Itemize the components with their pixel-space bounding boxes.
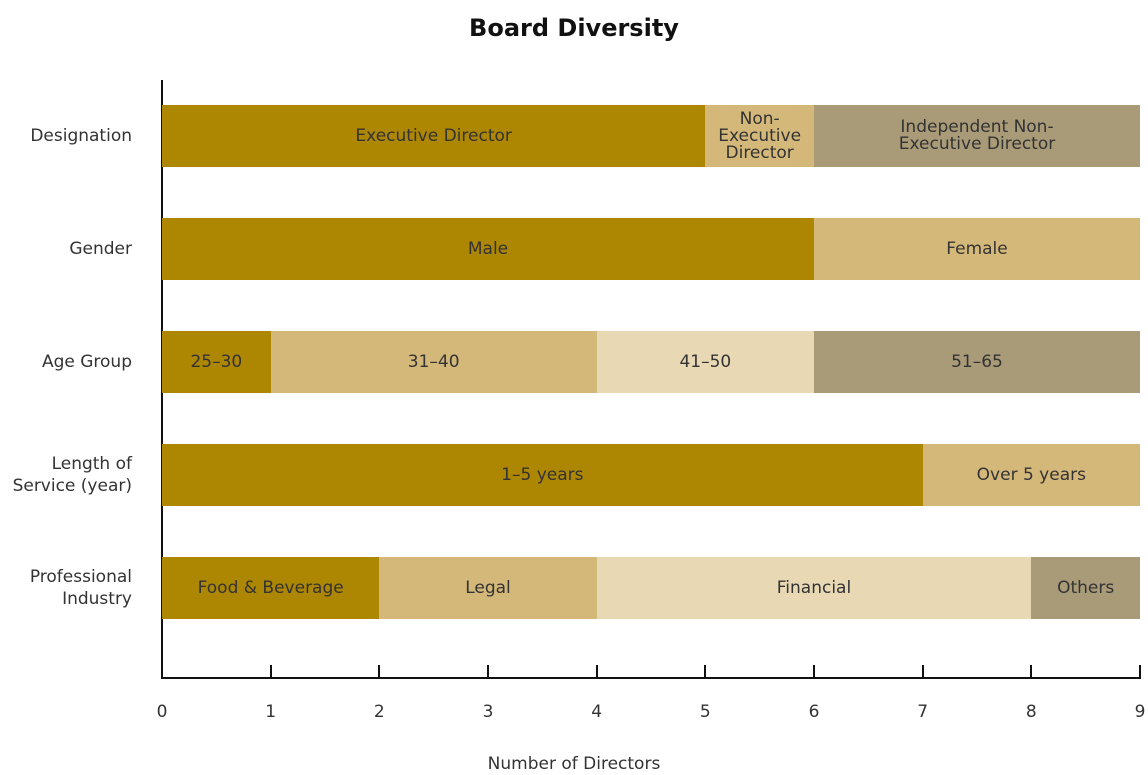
row-label: Gender: [69, 239, 132, 259]
bar-segment: Food & Beverage: [162, 557, 380, 619]
x-tick-label: 2: [373, 702, 385, 722]
bar-segment: Over 5 years: [922, 444, 1140, 506]
x-tick-label: 1: [265, 702, 277, 722]
x-tick: [378, 665, 381, 677]
bar-segment: Others: [1031, 557, 1140, 619]
segment-label: Legal: [465, 577, 511, 598]
x-tick-label: 4: [591, 702, 603, 722]
row-label: Length of Service (year): [12, 454, 132, 496]
x-tick: [161, 665, 163, 677]
chart-title: Board Diversity: [469, 14, 679, 42]
x-tick-label: 9: [1134, 702, 1146, 722]
bar-segment: Non-Executive Director: [705, 105, 814, 167]
segment-label: Others: [1057, 577, 1115, 598]
segment-label: 31–40: [407, 351, 460, 372]
x-axis-label: Number of Directors: [487, 754, 661, 774]
segment-label: Non-Executive Director: [718, 108, 802, 163]
bar-segment: Independent Non-Executive Director: [814, 105, 1140, 167]
x-tick: [595, 665, 598, 677]
bar-segment: Executive Director: [162, 105, 706, 167]
x-tick: [704, 665, 707, 677]
segment-label: 1–5 years: [501, 464, 584, 485]
bar-segment: 51–65: [814, 331, 1140, 393]
row-label: Professional Industry: [29, 567, 132, 609]
bar-segment: 41–50: [596, 331, 814, 393]
segment-label: 25–30: [190, 351, 243, 372]
x-tick: [269, 665, 272, 677]
segment-label: 41–50: [679, 351, 732, 372]
bar-segment: 1–5 years: [162, 444, 923, 506]
row-label: Age Group: [41, 352, 132, 372]
segment-label: Independent Non-Executive Director: [898, 117, 1056, 154]
segment-label: Male: [467, 238, 509, 259]
bar-segment: Male: [162, 218, 814, 280]
segment-label: Financial: [776, 577, 852, 598]
x-tick-label: 0: [156, 702, 168, 722]
x-tick-label: 5: [699, 702, 711, 722]
x-axis-line: [161, 677, 1141, 679]
x-tick: [487, 665, 489, 677]
x-tick-label: 3: [482, 702, 494, 722]
x-tick-label: 7: [917, 702, 929, 722]
bar-segment: Legal: [379, 557, 597, 619]
segment-label: 51–65: [951, 351, 1003, 372]
x-tick: [813, 665, 815, 677]
bar-segment: Female: [814, 218, 1140, 280]
bar-segment: 31–40: [270, 331, 597, 393]
x-tick-label: 8: [1025, 702, 1037, 722]
bar-segment: Financial: [596, 557, 1032, 619]
segment-label: Over 5 years: [976, 464, 1086, 485]
bar-segment: 25–30: [162, 331, 271, 393]
row-label: Designation: [30, 126, 132, 146]
segment-label: Female: [946, 238, 1008, 259]
x-tick: [921, 665, 924, 677]
segment-label: Executive Director: [355, 125, 512, 146]
x-tick-label: 6: [808, 702, 820, 722]
x-tick: [1030, 665, 1033, 677]
segment-label: Food & Beverage: [197, 577, 344, 598]
x-tick: [1139, 665, 1141, 677]
